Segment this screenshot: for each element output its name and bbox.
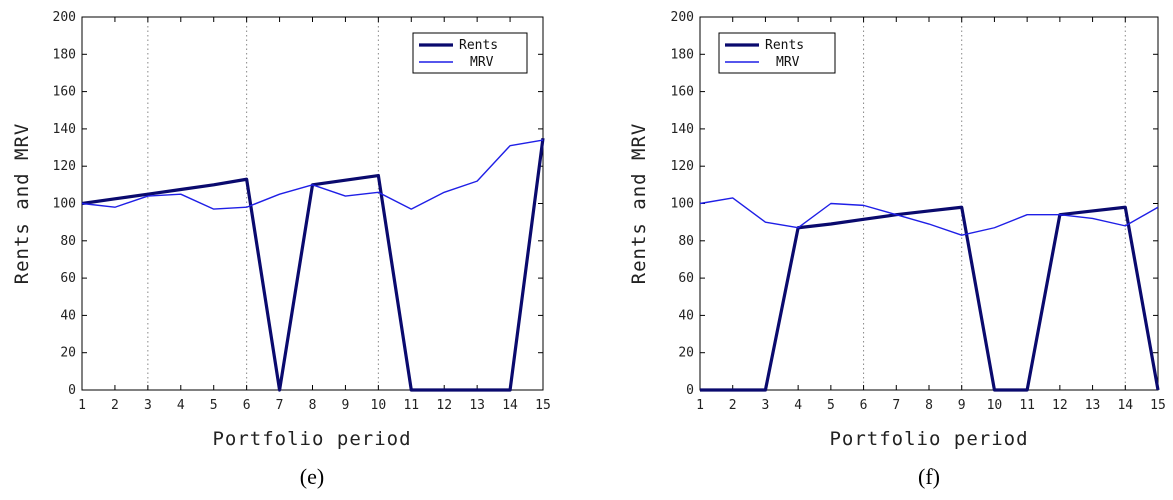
y-tick-label: 100 (671, 197, 694, 212)
x-tick-label: 2 (111, 398, 119, 413)
x-tick-label: 6 (860, 398, 868, 413)
x-tick-label: 11 (403, 398, 419, 413)
x-tick-label: 3 (144, 398, 152, 413)
y-tick-label: 20 (678, 346, 694, 361)
legend-label-rents: Rents (765, 38, 804, 53)
y-tick-label: 180 (671, 47, 694, 62)
x-tick-label: 13 (1085, 398, 1101, 413)
y-axis-label: Rents and MRV (628, 123, 650, 285)
panel-caption: (e) (300, 464, 324, 489)
y-tick-label: 200 (53, 10, 76, 25)
x-tick-label: 9 (958, 398, 966, 413)
panel-caption: (f) (918, 464, 940, 489)
series-line-mrv (699, 197, 1159, 236)
legend: Rents MRV (412, 32, 528, 74)
y-axis-label: Rents and MRV (11, 123, 33, 285)
legend-label-mrv: MRV (776, 55, 800, 70)
y-tick-label: 160 (53, 85, 76, 100)
y-tick-label: 40 (60, 308, 76, 323)
legend-label-rents: Rents (459, 38, 498, 53)
x-tick-label: 10 (371, 398, 387, 413)
x-tick-label: 8 (309, 398, 317, 413)
x-tick-label: 3 (762, 398, 770, 413)
x-tick-label: 13 (469, 398, 485, 413)
series-line-rents (81, 138, 545, 392)
x-tick-label: 2 (729, 398, 737, 413)
x-tick-label: 14 (1117, 398, 1133, 413)
x-tick-label: 10 (987, 398, 1003, 413)
y-tick-label: 80 (678, 234, 694, 249)
y-tick-label: 80 (60, 234, 76, 249)
x-tick-label: 5 (827, 398, 835, 413)
y-tick-label: 20 (60, 346, 76, 361)
x-axis-label: Portfolio period (829, 428, 1028, 450)
x-tick-label: 6 (243, 398, 251, 413)
x-tick-label: 7 (276, 398, 284, 413)
legend-box (718, 32, 836, 74)
y-tick-label: 120 (671, 159, 694, 174)
x-tick-label: 4 (177, 398, 185, 413)
y-tick-label: 140 (53, 122, 76, 137)
x-tick-label: 15 (535, 398, 551, 413)
x-tick-label: 9 (342, 398, 350, 413)
series-line-mrv (81, 139, 544, 210)
y-tick-label: 100 (53, 197, 76, 212)
x-tick-label: 12 (436, 398, 452, 413)
x-tick-label: 11 (1019, 398, 1035, 413)
x-tick-label: 12 (1052, 398, 1068, 413)
y-tick-label: 200 (671, 10, 694, 25)
y-tick-label: 120 (53, 159, 76, 174)
y-tick-label: 0 (686, 383, 694, 398)
series-line-rents (700, 205, 1160, 392)
legend-box (412, 32, 528, 74)
y-tick-label: 180 (53, 47, 76, 62)
y-tick-label: 40 (678, 308, 694, 323)
x-tick-label: 1 (696, 398, 704, 413)
x-tick-label: 15 (1150, 398, 1166, 413)
x-tick-label: 1 (78, 398, 86, 413)
y-tick-label: 60 (60, 271, 76, 286)
x-tick-label: 4 (794, 398, 802, 413)
y-tick-label: 60 (678, 271, 694, 286)
x-tick-label: 7 (892, 398, 900, 413)
y-tick-label: 0 (68, 383, 76, 398)
x-axis-label: Portfolio period (212, 428, 411, 450)
x-tick-label: 14 (502, 398, 518, 413)
x-tick-label: 5 (210, 398, 218, 413)
y-tick-label: 140 (671, 122, 694, 137)
y-tick-label: 160 (671, 85, 694, 100)
legend: Rents MRV (718, 32, 836, 74)
x-tick-label: 8 (925, 398, 933, 413)
legend-label-mrv: MRV (470, 55, 494, 70)
